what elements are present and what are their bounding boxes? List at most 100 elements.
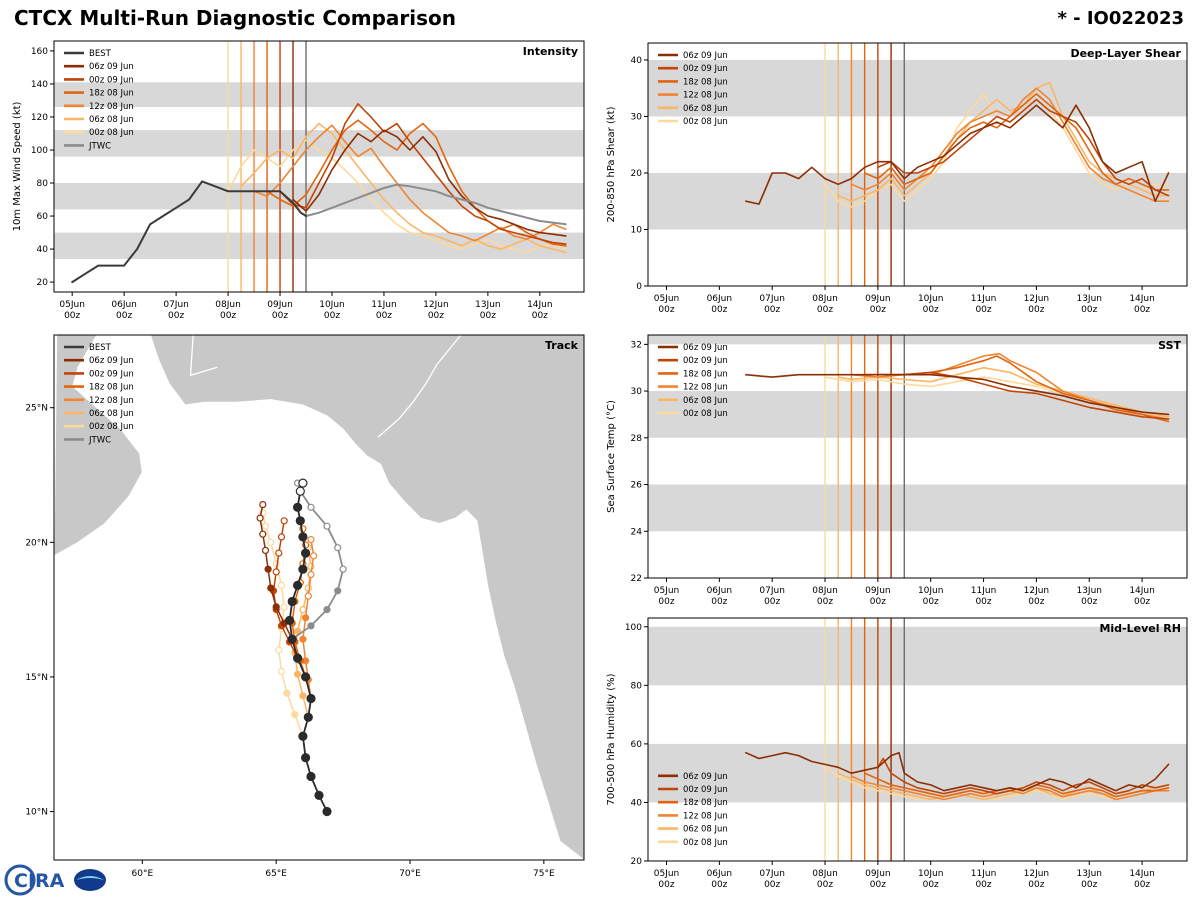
plot-frame: [647, 42, 1188, 287]
x-tick-label: 00z: [1028, 305, 1044, 315]
figure-header: CTCX Multi-Run Diagnostic Comparison * -…: [0, 0, 1200, 36]
track-fix-point: [293, 580, 303, 590]
x-tick-label: 12Jun: [423, 300, 449, 310]
x-tick-label: 00z: [658, 880, 674, 890]
x-tick-label: 05Jun: [654, 586, 680, 596]
cira-logo-graphic: CIRA: [4, 864, 106, 896]
category-band: [648, 59, 1187, 117]
x-tick-label: 08Jun: [812, 294, 838, 304]
x-tick-label: 06Jun: [707, 869, 733, 879]
x-tick-label: 12Jun: [1024, 586, 1050, 596]
series-line: [227, 139, 567, 254]
map-area: [54, 335, 584, 860]
series-line: [745, 373, 1170, 416]
track-fix-point: [294, 627, 302, 635]
y-tick-label: 80: [37, 179, 49, 189]
y-tick-label: 30: [631, 112, 643, 122]
legend: BEST 06z 09 Jun 00z 09 Jun 18z 08 Jun 12z 08…: [64, 343, 134, 445]
x-tick-label: 08Jun: [215, 300, 241, 310]
track-fix-point: [334, 587, 342, 595]
track-line: [291, 482, 345, 640]
track-fix-point: [314, 790, 324, 800]
track-forecast-point: [267, 538, 275, 546]
panel-title: Track: [545, 339, 579, 352]
track-fix-point: [301, 548, 311, 558]
x-tick-label: 08Jun: [812, 869, 838, 879]
intensity-panel: 05Jun 00z 06Jun 00z 07Jun 00z 08Jun 00z 09Jun 00z…: [8, 36, 591, 328]
x-tick-label: 00z: [1081, 880, 1097, 890]
y-tick-label: 120: [31, 113, 48, 123]
x-tick-label: 14Jun: [1129, 586, 1155, 596]
x-tick-label: 00z: [1028, 597, 1044, 607]
x-tick-label: 07Jun: [759, 586, 785, 596]
cira-logo-wave: [76, 876, 104, 880]
track-forecast-point: [295, 486, 305, 496]
legend-label: 06z 08 Jun: [89, 409, 134, 419]
x-tick-label: 00z: [1134, 880, 1150, 890]
track-forecast-point: [277, 667, 286, 676]
y-tick-label: 20: [37, 278, 49, 288]
track-fix-point: [301, 672, 311, 682]
track-fix-point: [298, 564, 308, 574]
track-fix-point: [294, 670, 302, 678]
track-forecast-point: [339, 565, 347, 573]
legend-label: 18z 08 Jun: [89, 383, 134, 393]
x-tick-label: 00z: [1081, 597, 1097, 607]
land-polygon: [54, 335, 143, 557]
x-tick-label: 13Jun: [475, 300, 501, 310]
legend-label: BEST: [89, 49, 112, 59]
y-tick-label: 20: [631, 169, 643, 179]
series-line: [71, 180, 307, 284]
legend-label: BEST: [89, 343, 112, 353]
y-tick-label: 80: [631, 681, 643, 691]
legend-label: 06z 08 Jun: [683, 825, 728, 835]
x-tick-label: 07Jun: [759, 294, 785, 304]
legend-label: 12z 08 Jun: [683, 91, 728, 101]
panel-title: Mid-Level RH: [1099, 622, 1181, 635]
panel-title: Deep-Layer Shear: [1070, 47, 1181, 60]
category-band: [54, 82, 584, 108]
series-line: [240, 122, 567, 254]
x-tick-label: 05Jun: [654, 294, 680, 304]
series-line: [863, 93, 1170, 191]
land-polygon: [149, 335, 584, 860]
plot-frame: [53, 334, 585, 861]
legend-label: 00z 09 Jun: [683, 64, 728, 74]
x-tick-label: 14Jun: [527, 300, 553, 310]
legend-label: 06z 08 Jun: [683, 396, 728, 406]
x-tick-label: 00z: [923, 880, 939, 890]
category-band: [54, 232, 584, 259]
storm-id-label: * - IO022023: [1057, 7, 1184, 29]
y-tick-label: 30: [631, 387, 643, 397]
category-band: [648, 391, 1187, 438]
series-line: [824, 766, 1170, 801]
track-forecast-point: [259, 530, 267, 538]
x-tick-label: 10Jun: [918, 294, 944, 304]
track-fix-point: [306, 771, 316, 782]
y-axis-label: 700-500 hPa Humidity (%): [606, 673, 617, 805]
legend-label: 00z 09 Jun: [683, 785, 728, 795]
x-tick-label: 00z: [764, 880, 780, 890]
x-tick-label: 11Jun: [371, 300, 397, 310]
legend: BEST 06z 09 Jun 00z 09 Jun 18z 08 Jun 12z 08…: [64, 49, 134, 151]
x-tick-label: 09Jun: [267, 300, 293, 310]
x-tick-label: 11Jun: [971, 586, 997, 596]
track-fix-point: [291, 711, 299, 719]
track-fix-point: [299, 635, 307, 643]
legend-label: JTWC: [88, 141, 111, 151]
legend-label: 06z 09 Jun: [683, 772, 728, 782]
x-tick-label: 00z: [870, 880, 886, 890]
x-tick-label: 00z: [116, 311, 132, 321]
track-forecast-point: [334, 544, 342, 552]
track-fix-point: [283, 689, 291, 697]
category-band: [648, 172, 1187, 230]
legend-label: 00z 08 Jun: [683, 117, 728, 127]
series-line: [877, 98, 1170, 197]
lat-tick-label: 20°N: [25, 538, 48, 548]
legend-label: 06z 09 Jun: [683, 51, 728, 61]
x-tick-label: 00z: [870, 597, 886, 607]
x-tick-label: 00z: [817, 880, 833, 890]
x-tick-label: 00z: [711, 305, 727, 315]
y-tick-label: 26: [631, 481, 643, 491]
x-tick-label: 00z: [324, 311, 340, 321]
